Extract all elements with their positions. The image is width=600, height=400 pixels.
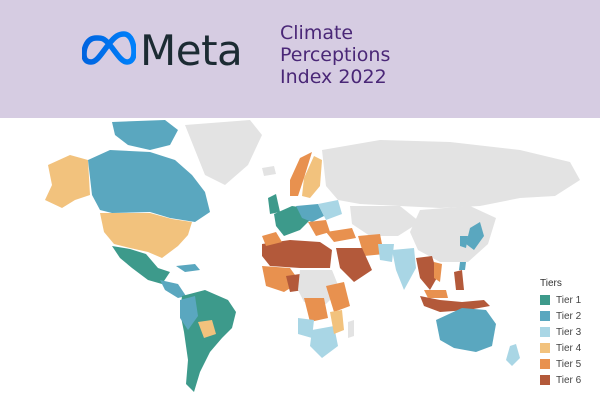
region-turkey — [326, 228, 356, 242]
region-new-zealand — [506, 344, 520, 366]
region-iran — [358, 234, 384, 256]
region-usa — [100, 213, 192, 258]
region-madagascar — [348, 320, 354, 338]
region-north-africa — [262, 240, 332, 268]
region-uk — [268, 194, 280, 214]
region-drc — [304, 298, 328, 322]
meta-logo: Meta — [82, 26, 252, 76]
region-sweden-finland — [302, 156, 322, 198]
region-southeast-asia — [416, 256, 438, 290]
legend-item-tier-1: Tier 1 — [540, 292, 600, 308]
legend-label: Tier 4 — [556, 342, 582, 354]
region-canada — [88, 150, 210, 222]
legend-item-tier-3: Tier 3 — [540, 324, 600, 340]
region-central-america — [160, 280, 186, 298]
region-mozambique — [330, 310, 344, 334]
region-korea — [460, 236, 468, 248]
region-arabia — [336, 248, 372, 282]
legend-swatch — [540, 375, 550, 385]
legend-swatch — [540, 327, 550, 337]
region-central-asia — [350, 206, 420, 236]
region-angola — [298, 318, 314, 338]
region-bolivia — [198, 320, 216, 338]
region-pakistan — [378, 244, 394, 262]
region-vietnam — [434, 262, 442, 282]
page-title: Climate Perceptions Index 2022 — [280, 22, 390, 88]
region-norway — [290, 152, 312, 196]
legend-swatch — [540, 343, 550, 353]
legend-label: Tier 5 — [556, 358, 582, 370]
meta-wordmark: Meta — [140, 26, 243, 75]
legend-item-tier-6: Tier 6 — [540, 372, 600, 388]
legend-title: Tiers — [540, 278, 562, 289]
region-andes — [180, 296, 198, 330]
legend-label: Tier 3 — [556, 326, 582, 338]
world-map — [45, 120, 580, 392]
legend-item-tier-4: Tier 4 — [540, 340, 600, 356]
header-banner: Meta Climate Perceptions Index 2022 — [0, 0, 600, 118]
legend-label: Tier 1 — [556, 294, 582, 306]
region-east-africa — [326, 282, 350, 312]
region-arctic-canada — [112, 120, 178, 150]
region-greenland — [185, 120, 262, 185]
region-taiwan — [459, 262, 466, 270]
region-indonesia — [420, 296, 490, 312]
legend-label: Tier 6 — [556, 374, 582, 386]
title-line-1: Climate — [280, 22, 354, 44]
title-line-3: Index 2022 — [280, 66, 387, 88]
legend-item-tier-5: Tier 5 — [540, 356, 600, 372]
legend-swatch — [540, 311, 550, 321]
region-alaska — [45, 155, 90, 208]
region-caribbean — [176, 264, 200, 272]
region-morocco — [262, 232, 282, 246]
legend-swatch — [540, 295, 550, 305]
title-line-2: Perceptions — [280, 44, 391, 66]
region-malaysia — [424, 290, 448, 298]
tier-legend: Tiers Tier 1 Tier 2 Tier 3 Tier 4 Tier 5 Tier… — [540, 278, 600, 388]
region-australia — [436, 308, 496, 352]
region-central-europe — [296, 204, 324, 222]
legend-item-tier-2: Tier 2 — [540, 308, 600, 324]
region-southern-africa — [310, 326, 338, 358]
legend-swatch — [540, 359, 550, 369]
legend-label: Tier 2 — [556, 310, 582, 322]
region-eastern-europe — [318, 200, 342, 220]
region-russia — [322, 140, 580, 208]
region-philippines — [454, 270, 464, 290]
region-india — [392, 248, 416, 290]
region-mexico — [112, 246, 170, 284]
region-iceland — [262, 166, 276, 176]
region-japan — [466, 222, 484, 250]
infinity-icon — [82, 31, 136, 65]
region-balkans — [308, 220, 330, 236]
